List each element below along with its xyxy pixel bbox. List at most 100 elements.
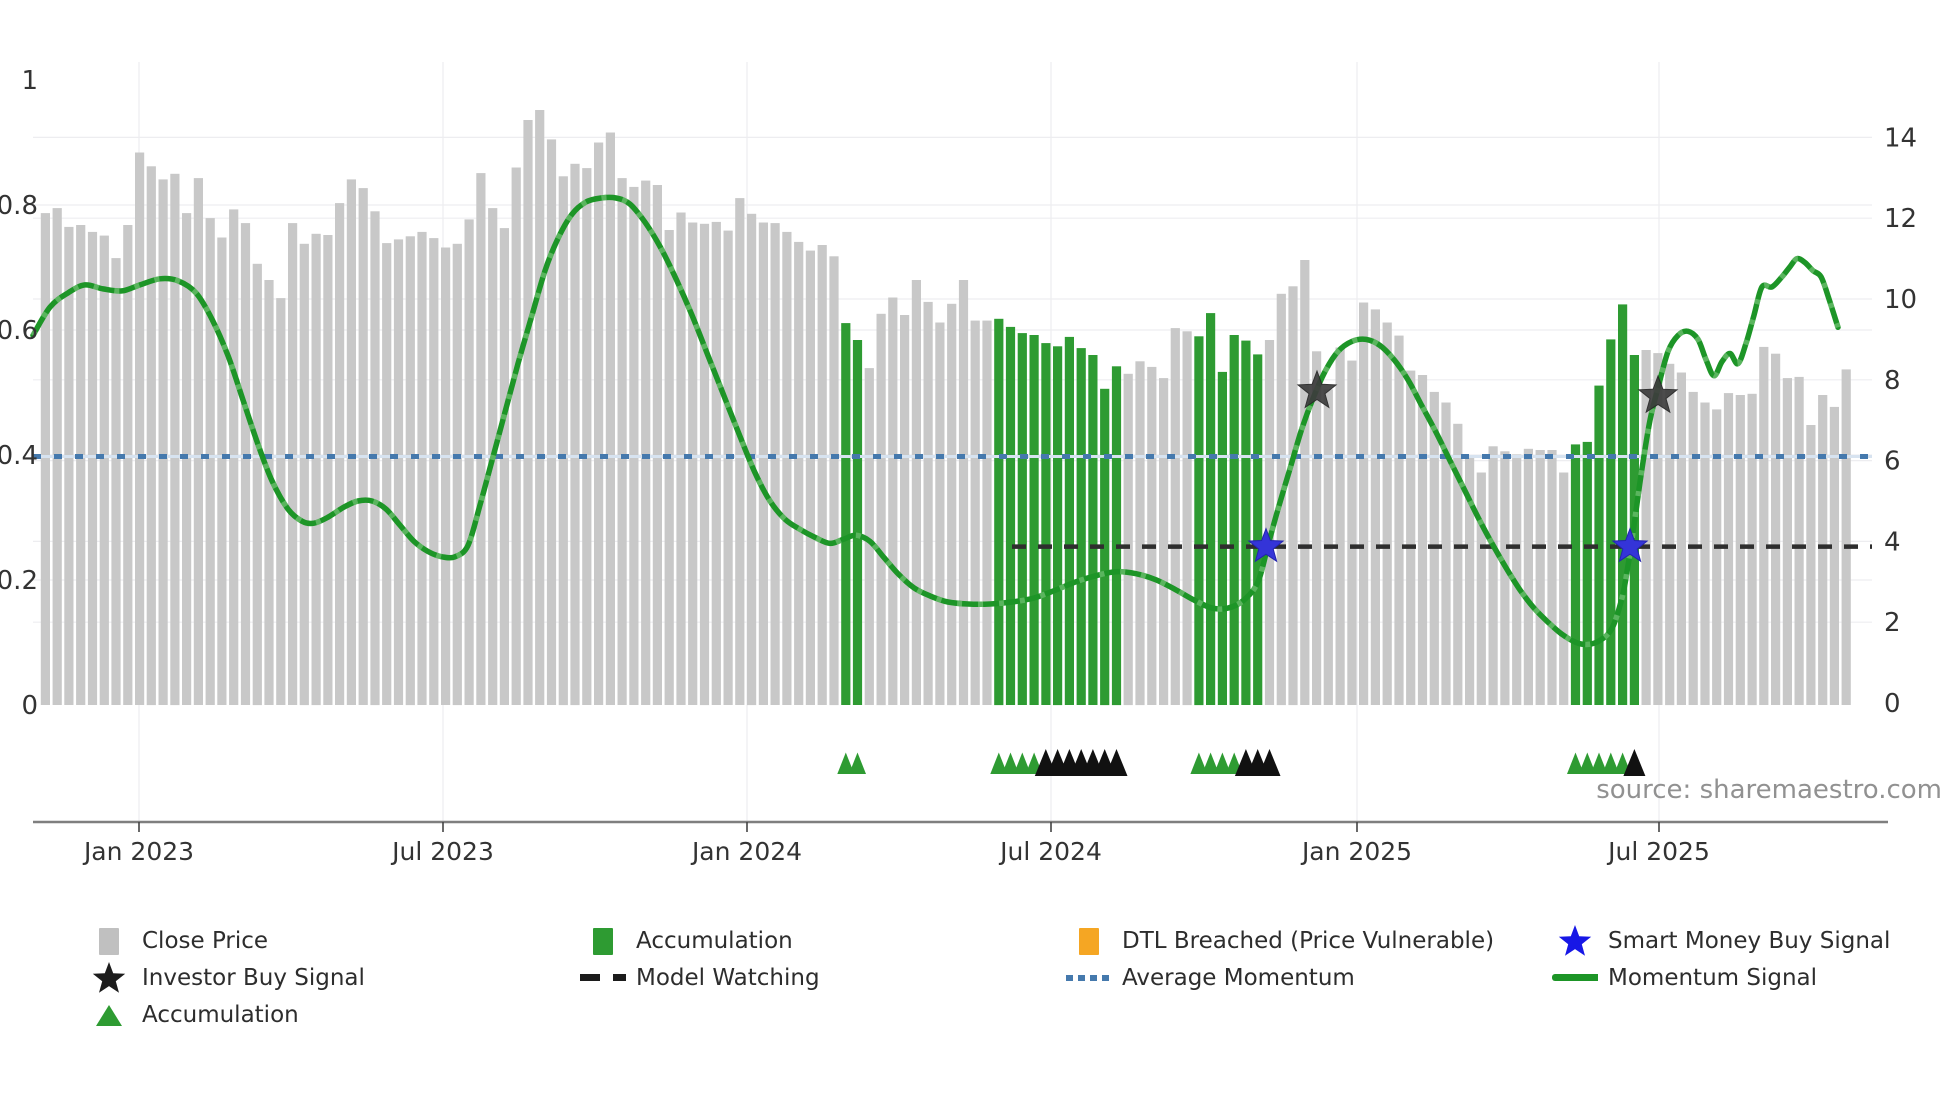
black-star-icon xyxy=(1296,369,1338,409)
close-price-bar xyxy=(1406,370,1416,705)
legend-label: Smart Money Buy Signal xyxy=(1608,928,1891,954)
close-price-bar xyxy=(829,256,839,706)
close-price-bar xyxy=(1676,372,1686,705)
close-price-bar xyxy=(417,231,427,705)
close-price-bar xyxy=(1394,335,1404,705)
black-triangle-icon xyxy=(1258,749,1281,776)
close-price-bar xyxy=(358,188,368,706)
close-price-bar xyxy=(1759,346,1769,705)
close-price-bar xyxy=(452,243,462,706)
close-price-bar xyxy=(970,320,980,705)
close-price-bar xyxy=(252,263,262,706)
close-price-bar xyxy=(723,230,733,705)
accumulation-bar xyxy=(1253,354,1263,705)
green-triangle-icon xyxy=(1202,752,1220,774)
blue-dotted-icon xyxy=(1066,974,1112,982)
green-triangle-icon xyxy=(837,752,855,774)
accumulation-bar xyxy=(1241,340,1251,705)
svg-text:14: 14 xyxy=(1884,123,1917,153)
green-triangle-icon xyxy=(849,752,866,774)
close-price-bar xyxy=(923,301,933,705)
close-price-bar xyxy=(1512,454,1522,705)
close-price-bar xyxy=(1712,409,1722,705)
svg-text:Jul 2024: Jul 2024 xyxy=(998,837,1102,866)
close-price-bar xyxy=(429,238,439,705)
close-price-bar xyxy=(205,218,215,705)
svg-text:Jan 2023: Jan 2023 xyxy=(82,837,194,866)
close-price-bar xyxy=(1794,376,1804,705)
close-price-bar xyxy=(535,110,545,705)
close-price-bar xyxy=(193,178,203,706)
accumulation-bar xyxy=(1217,371,1227,705)
close-price-bar xyxy=(935,322,945,705)
accumulation-bar xyxy=(1005,326,1016,705)
accumulation-bar xyxy=(1053,346,1063,706)
close-price-bar xyxy=(476,173,486,706)
close-price-bar xyxy=(99,235,109,705)
close-price-bar xyxy=(794,241,804,705)
close-price-bar xyxy=(758,222,768,705)
close-price-bar xyxy=(288,223,298,705)
close-price-bar xyxy=(1700,402,1710,705)
close-price-bar xyxy=(1335,347,1345,705)
black-triangle-icon xyxy=(1105,749,1128,776)
close-price-bar xyxy=(264,280,274,705)
close-price-bar xyxy=(1782,378,1792,705)
close-price-bar xyxy=(1829,406,1839,705)
svg-text:12: 12 xyxy=(1884,204,1917,234)
close-price-bar xyxy=(982,320,992,705)
close-price-bar xyxy=(1547,450,1557,705)
legend-label: Accumulation xyxy=(636,928,793,954)
close-price-bar xyxy=(582,168,592,706)
green-triangle-icon xyxy=(86,1004,132,1026)
close-price-bar xyxy=(64,226,74,705)
svg-text:0.4: 0.4 xyxy=(0,441,38,471)
legend-item-investor-buy: Investor Buy Signal xyxy=(86,961,365,995)
green-triangle-icon xyxy=(990,752,1008,774)
accumulation-bar xyxy=(1206,313,1216,705)
close-price-bars xyxy=(40,110,1851,706)
accumulation-bar xyxy=(1076,348,1086,705)
close-price-bar xyxy=(499,228,509,705)
close-price-bar xyxy=(864,368,874,705)
close-price-bar xyxy=(711,221,721,705)
blue-star-icon xyxy=(1611,527,1649,563)
blue-star-icon xyxy=(1247,527,1285,563)
close-price-bar xyxy=(1841,369,1851,705)
accumulation-bar xyxy=(1041,343,1051,705)
green-triangle-icon xyxy=(1567,752,1584,774)
close-price-bar xyxy=(382,243,392,705)
close-price-bar xyxy=(617,178,627,706)
black-triangle-icon xyxy=(1623,749,1646,776)
green-triangle-icon xyxy=(1213,752,1231,774)
svg-text:source: sharemaestro.com: source: sharemaestro.com xyxy=(1596,775,1942,805)
svg-text:2: 2 xyxy=(1884,608,1901,638)
close-price-bar xyxy=(782,231,792,705)
close-price-bar xyxy=(817,245,827,705)
close-price-bar xyxy=(629,186,639,705)
legend-label: Model Watching xyxy=(636,965,820,991)
close-price-bar xyxy=(240,223,251,705)
close-price-bar xyxy=(652,185,662,705)
svg-text:0: 0 xyxy=(21,691,38,721)
close-price-bar xyxy=(1135,361,1145,706)
close-price-bar xyxy=(1500,451,1510,706)
close-price-bar xyxy=(699,223,710,706)
legend-item-close-price: Close Price xyxy=(86,924,268,958)
close-price-swatch-icon xyxy=(86,927,132,955)
close-price-bar xyxy=(1441,402,1451,705)
close-price-bar xyxy=(299,243,309,706)
accumulation-bar xyxy=(1594,385,1604,705)
accumulation-bar xyxy=(841,323,851,705)
accumulation-bar xyxy=(994,318,1004,706)
momentum-signal-line xyxy=(30,194,1841,648)
black-dash-icon xyxy=(580,974,626,982)
svg-text:Jul 2023: Jul 2023 xyxy=(390,837,494,866)
legend-item-momentum-signal: Momentum Signal xyxy=(1552,961,1817,995)
svg-text:0.6: 0.6 xyxy=(0,316,38,346)
close-price-bar xyxy=(1147,366,1157,705)
close-price-bar xyxy=(958,280,969,705)
